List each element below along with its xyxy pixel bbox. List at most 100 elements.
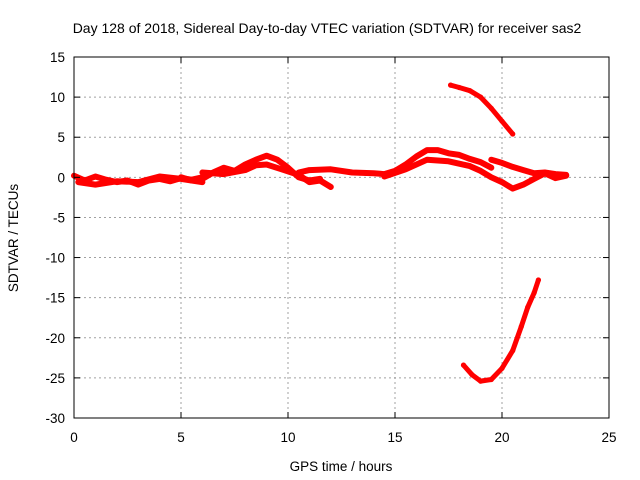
data-point <box>499 118 505 124</box>
data-point <box>531 176 537 182</box>
data-point <box>488 165 494 171</box>
data-point <box>448 82 454 88</box>
y-tick-label: 0 <box>57 170 65 185</box>
series-arc-low <box>461 277 541 384</box>
data-point <box>381 173 387 180</box>
data-point <box>306 167 312 173</box>
x-tick-label: 10 <box>280 430 295 445</box>
x-tick-label: 20 <box>494 430 509 445</box>
data-point <box>221 171 227 177</box>
data-point <box>467 163 473 169</box>
data-point <box>306 179 312 185</box>
data-point <box>520 182 527 188</box>
data-point <box>525 304 531 310</box>
data-point <box>531 170 537 176</box>
data-point <box>424 157 430 163</box>
data-point <box>510 131 516 137</box>
data-point <box>488 376 494 383</box>
data-point <box>488 157 494 163</box>
data-point <box>274 157 280 163</box>
x-tick-label: 15 <box>387 430 402 445</box>
y-tick-label: -10 <box>45 251 65 266</box>
series-arc-high <box>448 82 516 137</box>
data-point <box>518 323 524 330</box>
data-traces <box>71 82 570 384</box>
data-point <box>264 153 270 159</box>
data-point <box>499 179 505 185</box>
series-band-d <box>199 161 334 190</box>
y-tick-label: 15 <box>50 50 65 65</box>
data-point <box>445 150 452 156</box>
data-point <box>510 186 516 192</box>
data-point <box>469 372 475 378</box>
y-axis-label: SDTVAR / TECUs <box>6 184 21 293</box>
data-point <box>478 94 484 100</box>
x-axis-label: GPS time / hours <box>290 459 393 474</box>
series-band-e <box>295 147 495 178</box>
data-point <box>317 177 323 184</box>
data-point <box>92 173 98 180</box>
data-point <box>535 277 542 283</box>
x-tick-label: 25 <box>601 430 616 445</box>
y-tick-label: -15 <box>45 291 65 306</box>
data-point <box>478 378 484 384</box>
data-point <box>253 157 259 163</box>
data-point <box>445 158 452 164</box>
data-point <box>279 166 285 172</box>
y-tick-label: -25 <box>45 371 65 386</box>
data-point <box>403 166 409 172</box>
chart-title: Day 128 of 2018, Sidereal Day-to-day VTE… <box>73 20 582 36</box>
data-point <box>542 169 548 176</box>
data-point <box>199 169 205 176</box>
data-point <box>135 179 141 185</box>
data-point <box>199 176 205 182</box>
data-point <box>242 167 248 173</box>
x-tick-label: 5 <box>177 430 185 445</box>
data-point <box>178 174 184 180</box>
x-tick-label: 0 <box>70 430 78 445</box>
axis-ticks: 0 5 10 15 20 25 -30 -25 -20 -15 -10 -5 0 5 10 15 <box>45 50 616 445</box>
grid-lines <box>74 57 609 418</box>
data-point <box>264 161 270 168</box>
data-point <box>253 162 259 168</box>
data-point <box>499 160 505 166</box>
data-point <box>75 179 81 185</box>
data-point <box>510 164 516 170</box>
y-tick-label: 5 <box>57 130 65 145</box>
data-point <box>328 166 334 172</box>
data-point <box>520 167 527 173</box>
data-point <box>478 168 484 174</box>
data-point <box>189 177 195 184</box>
data-point <box>531 290 537 296</box>
data-point <box>499 365 505 371</box>
plot-frame <box>73 56 610 419</box>
data-point <box>435 147 441 153</box>
data-point <box>488 174 494 180</box>
data-point <box>371 170 377 176</box>
data-point <box>328 184 334 190</box>
data-point <box>114 178 120 184</box>
data-point <box>424 147 430 153</box>
data-point <box>563 172 569 178</box>
data-point <box>92 182 98 188</box>
data-point <box>478 159 484 165</box>
data-point <box>510 348 516 354</box>
data-point <box>349 169 355 176</box>
y-tick-label: -30 <box>45 411 65 426</box>
y-tick-label: -5 <box>53 210 65 225</box>
data-point <box>413 153 419 160</box>
y-tick-label: -20 <box>45 331 65 346</box>
y-tick-label: 10 <box>50 90 65 105</box>
data-point <box>296 169 302 176</box>
data-point <box>456 152 462 158</box>
data-point <box>488 105 494 111</box>
data-point <box>467 156 473 162</box>
data-point <box>552 171 559 177</box>
data-point <box>460 362 467 368</box>
data-point <box>221 165 227 171</box>
data-point <box>456 84 462 91</box>
data-point <box>242 161 248 168</box>
data-point <box>157 173 163 180</box>
data-point <box>467 88 473 94</box>
